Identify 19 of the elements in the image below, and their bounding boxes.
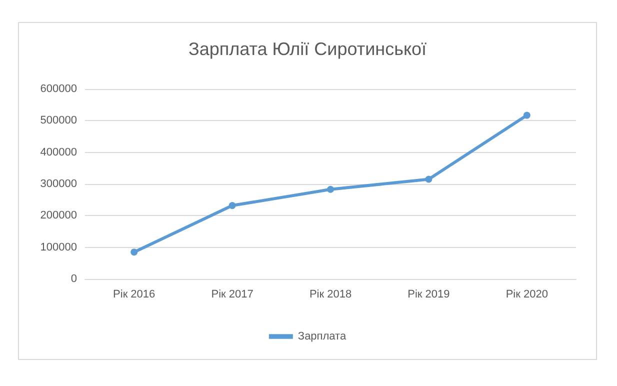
x-tick-label: Рік 2020 — [506, 288, 548, 300]
x-tick-label: Рік 2016 — [113, 288, 156, 300]
point — [327, 186, 334, 193]
point — [130, 248, 138, 256]
y-tick-label: 0 — [70, 273, 77, 285]
point — [228, 202, 236, 210]
x-tick-label: Рік 2017 — [211, 288, 254, 300]
legend-label: Зарплата — [298, 330, 347, 342]
chart-title: Зарплата Юлії Сиротинської — [188, 39, 427, 59]
x-tick-label: Рік 2019 — [408, 288, 450, 300]
y-tick-label: 500000 — [40, 114, 77, 127]
point — [523, 112, 530, 119]
y-tick-label: 600000 — [40, 83, 77, 95]
y-tick-label: 300000 — [40, 178, 77, 190]
x-tick-label: Рік 2018 — [309, 288, 352, 300]
y-tick-label: 200000 — [40, 210, 77, 222]
point — [425, 176, 432, 183]
y-tick-label: 400000 — [40, 146, 77, 158]
y-tick-label: 100000 — [40, 241, 77, 254]
